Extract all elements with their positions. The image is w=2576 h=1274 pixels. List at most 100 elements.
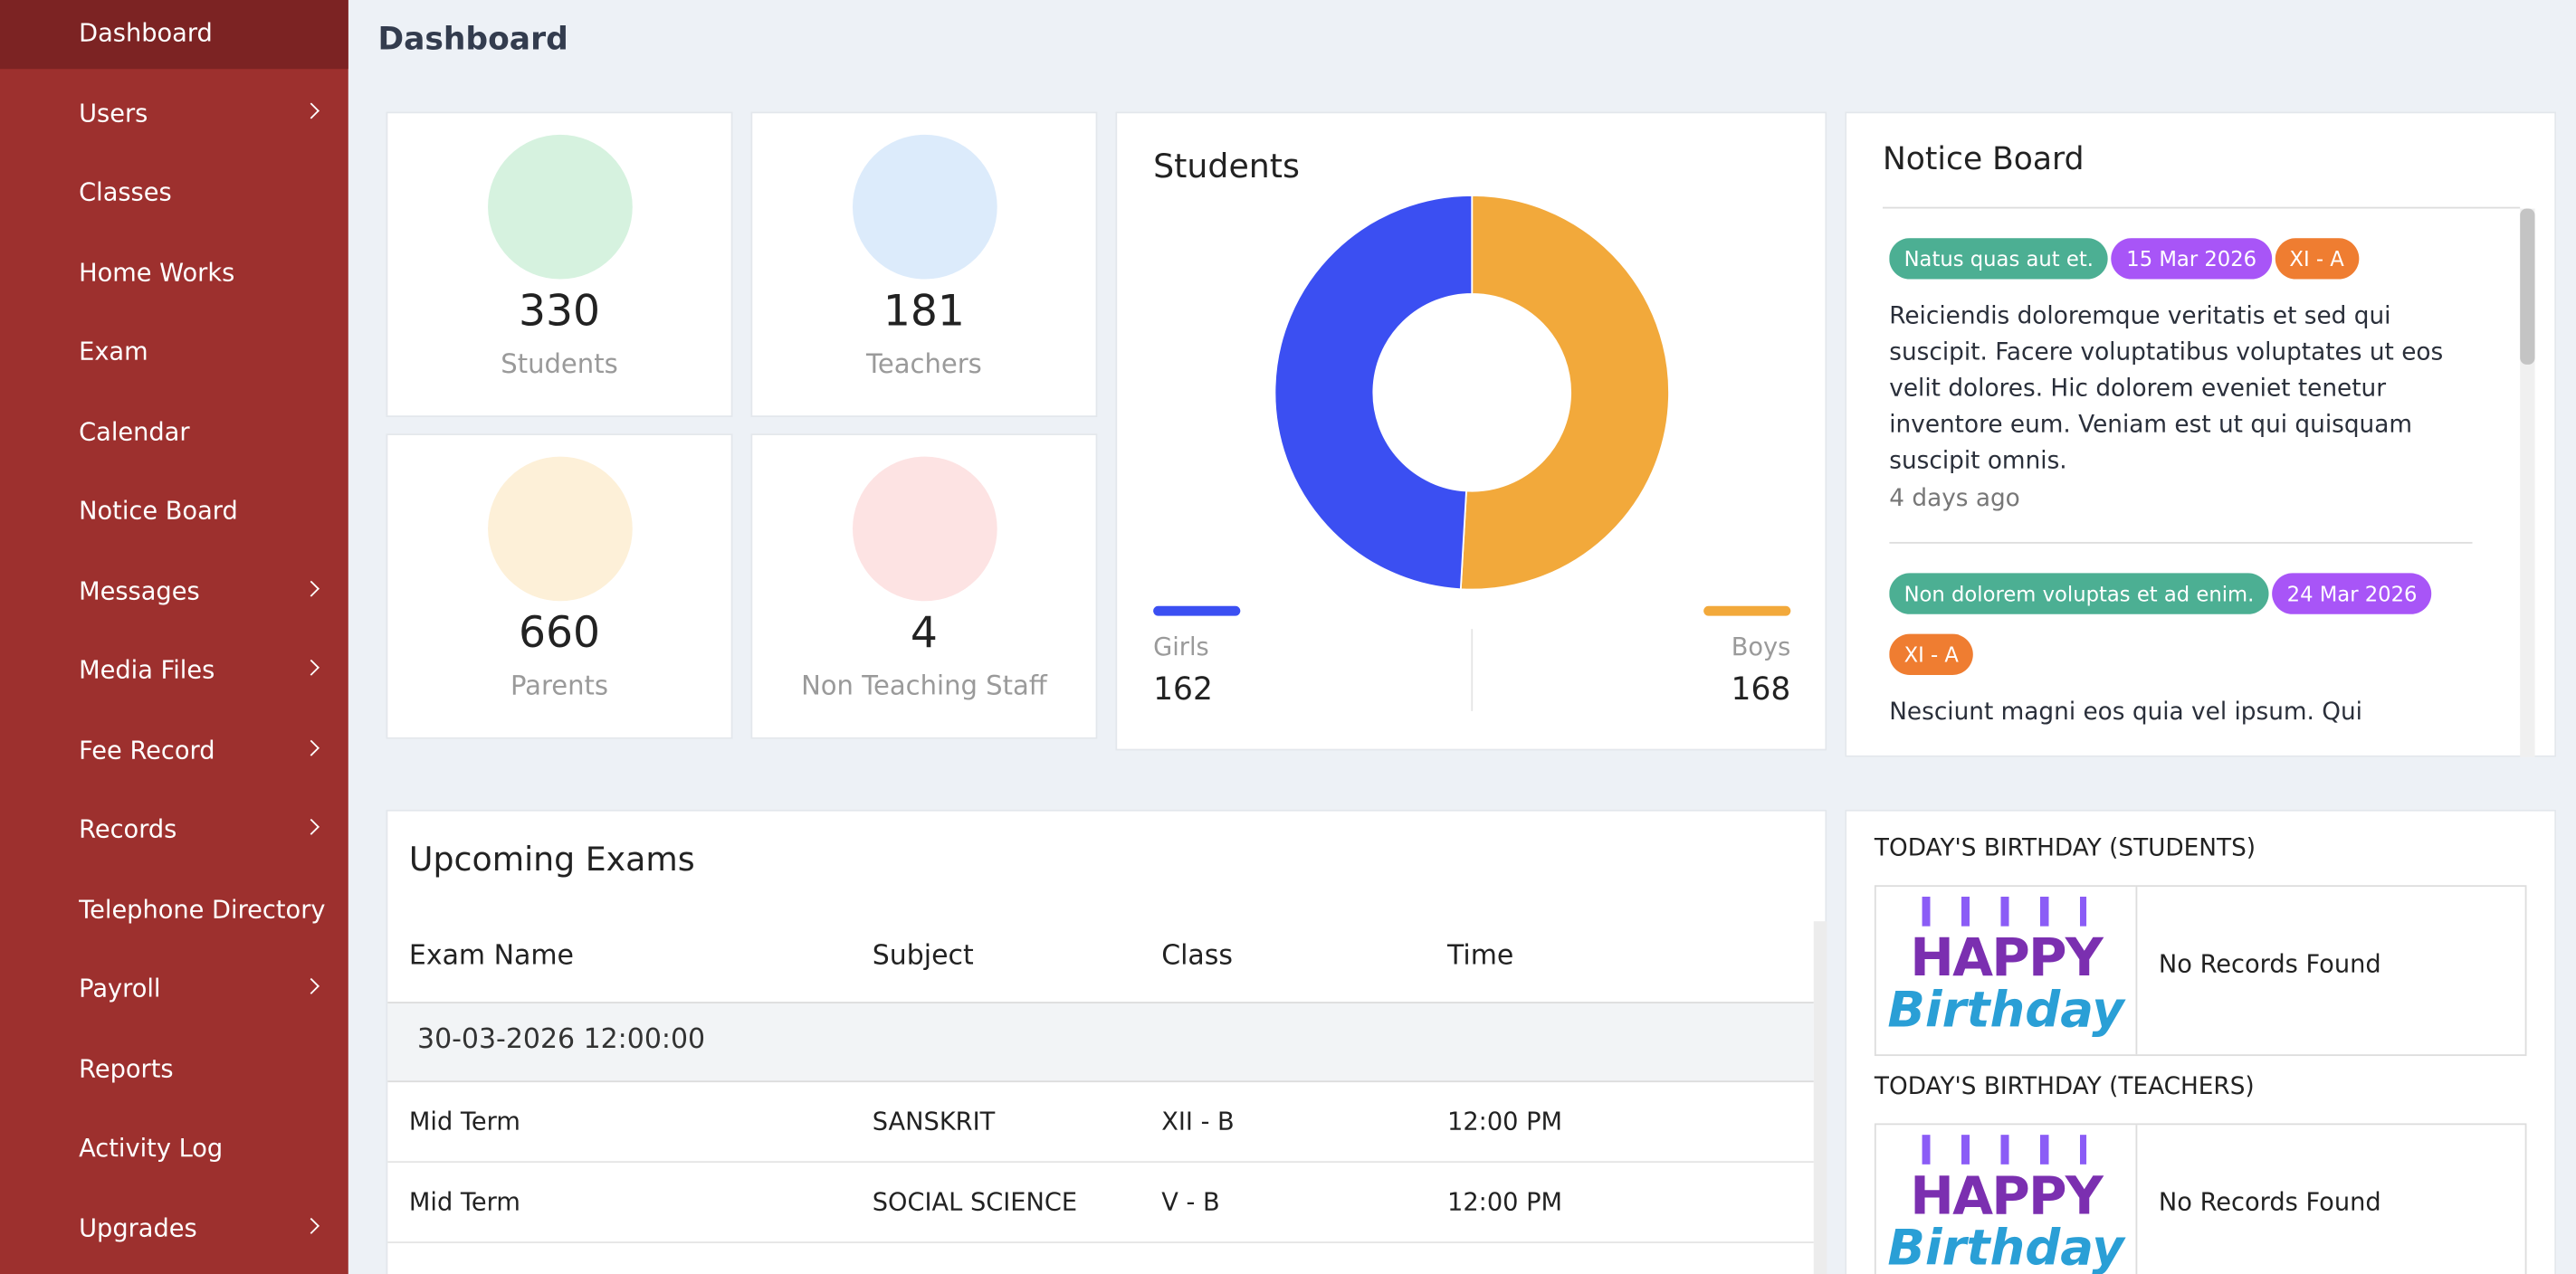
cell: XII - B — [1161, 1107, 1235, 1136]
cell: Mid Term — [408, 1107, 520, 1136]
legend-swatch — [1153, 605, 1241, 616]
birthday-list: TODAY'S BIRTHDAY (STUDENTS) HAPPY Birthday… — [1846, 812, 2558, 1274]
badge: Non dolorem voluptas et ad enim. — [1889, 573, 2269, 614]
column-header: Class — [1161, 939, 1234, 971]
stat-label: Non Teaching Staff — [801, 670, 1047, 702]
notice-title: Notice Board — [1882, 141, 2085, 178]
sidebar-label: Calendar — [79, 416, 190, 446]
icon — [524, 493, 596, 566]
notice-body: Nesciunt magni eos quia vel ipsum. Qui — [1889, 699, 2362, 727]
candles — [1922, 1135, 2087, 1165]
sidebar-label: Telephone Directory — [79, 894, 326, 924]
stat-value: 330 — [518, 287, 601, 338]
notice: Natus quas aut et. 15 Mar 2026 XI - A Reici… — [1889, 238, 2472, 512]
sidebar-item[interactable]: Upgrades — [0, 1192, 348, 1264]
stat-icon-bg — [852, 134, 997, 280]
sidebar-item[interactable]: Dashboard — [0, 0, 348, 70]
row-line — [387, 1241, 1814, 1243]
column-header: Time — [1447, 939, 1514, 971]
sidebar-item[interactable]: Telephone Directory — [0, 873, 348, 946]
icon — [889, 493, 961, 566]
sidebar-label: Activity Log — [79, 1133, 224, 1164]
chevron — [302, 977, 320, 994]
sidebar-label: Exam — [79, 337, 148, 366]
row-line — [387, 1161, 1814, 1164]
sidebar-label: Home Works — [79, 257, 235, 287]
stat-icon-bg — [488, 456, 633, 602]
notice-body: Reiciendis doloremque veritatis et sed q… — [1889, 303, 2444, 475]
sidebar-item[interactable]: Records — [0, 794, 348, 866]
stat-card: 4 Non Teaching Staff — [750, 433, 1098, 739]
sidebar-item[interactable]: Activity Log — [0, 1112, 348, 1184]
column-header: Exam Name — [408, 939, 575, 971]
sidebar: Dashboard Users Classes Home Works Exam Calen… — [0, 0, 348, 1274]
badge: XI - A — [1889, 633, 1974, 675]
badge: XI - A — [2275, 238, 2360, 280]
icon — [889, 171, 961, 243]
notice-time: 4 days ago — [1889, 486, 2020, 513]
stat-card: 330 Students — [386, 111, 733, 418]
students-chart-card: Students Girls 162 Boys 168 — [1115, 111, 1827, 751]
cell: 12:00 PM — [1447, 1187, 1563, 1217]
badge: Natus quas aut et. — [1889, 238, 2109, 280]
stat-value: 660 — [518, 609, 601, 659]
sidebar-item[interactable]: Users — [0, 76, 348, 148]
chevron — [302, 1217, 320, 1233]
sidebar-label: Records — [79, 814, 177, 844]
stat-icon-bg — [488, 134, 633, 280]
legend-value: 162 — [1153, 671, 1213, 708]
donut-slice — [1274, 195, 1474, 591]
sidebar-label: Dashboard — [79, 17, 213, 48]
legend-value: 168 — [1732, 671, 1791, 708]
exams-title: Upcoming Exams — [408, 839, 695, 879]
stat-value: 181 — [883, 287, 965, 338]
donut-slice — [1459, 195, 1670, 591]
sidebar-label: Payroll — [79, 974, 161, 1003]
icon — [524, 171, 596, 243]
column-header: Subject — [872, 939, 974, 971]
birthday-message: No Records Found — [2158, 949, 2381, 979]
sidebar-item[interactable]: Calendar — [0, 395, 348, 468]
badges: Natus quas aut et. 15 Mar 2026 XI - A — [1889, 238, 2472, 299]
divider — [1882, 206, 2521, 209]
stat-label: Teachers — [866, 347, 982, 380]
sidebar-label: Classes — [79, 177, 172, 207]
sidebar-item[interactable]: Notice Board — [0, 475, 348, 547]
sidebar-label: Upgrades — [79, 1212, 197, 1243]
sidebar-item[interactable]: Classes — [0, 156, 348, 228]
notice-board-card: Notice Board Natus quas aut et. 15 Mar 20… — [1845, 111, 2557, 757]
group-label: 30-03-2026 12:00:00 — [417, 1022, 706, 1055]
sidebar-item[interactable]: Exam — [0, 315, 348, 387]
badge: 24 Mar 2026 — [2272, 573, 2432, 614]
sidebar-item[interactable]: Home Works — [0, 235, 348, 308]
stat-card: 660 Parents — [386, 433, 733, 739]
birthday-title: TODAY'S BIRTHDAY (TEACHERS) — [1874, 1074, 2255, 1101]
scrollbar — [1813, 921, 1827, 1274]
birthday-box: HAPPY Birthday No Records Found — [1874, 1123, 2527, 1274]
sidebar-label: Users — [79, 97, 148, 128]
cell: 12:00 PM — [1447, 1107, 1563, 1136]
sidebar-item[interactable]: Reports — [0, 1032, 348, 1105]
sidebar-label: Fee Record — [79, 735, 215, 765]
cell: SOCIAL SCIENCE — [872, 1187, 1078, 1217]
candles — [1922, 896, 2087, 927]
sidebar-item[interactable]: Payroll — [0, 953, 348, 1025]
group-row — [387, 1002, 1814, 1083]
notice: Non dolorem voluptas et ad enim. 24 Mar 2… — [1889, 541, 2473, 731]
exams-table: Exam Name Subject Class Time 30-03-2026 12:0… — [387, 812, 1814, 1274]
sidebar-label: Reports — [79, 1053, 174, 1083]
stat-value: 4 — [910, 609, 938, 659]
birthday-image: HAPPY Birthday — [1876, 887, 2138, 1055]
stat-icon-bg — [852, 456, 997, 602]
notice-list: Natus quas aut et. 15 Mar 2026 XI - A Reici… — [1889, 238, 2473, 757]
image-top: HAPPY — [1910, 1164, 2103, 1227]
sidebar-item[interactable]: Messages — [0, 555, 348, 627]
sidebar-label: Notice Board — [79, 496, 238, 526]
birthday-title: TODAY'S BIRTHDAY (STUDENTS) — [1874, 835, 2256, 862]
stat-label: Parents — [510, 670, 609, 702]
sidebar-item[interactable]: Fee Record — [0, 714, 348, 786]
sidebar-item[interactable]: Media Files — [0, 634, 348, 707]
legend-label: Boys — [1732, 633, 1791, 661]
chevron — [302, 579, 320, 596]
